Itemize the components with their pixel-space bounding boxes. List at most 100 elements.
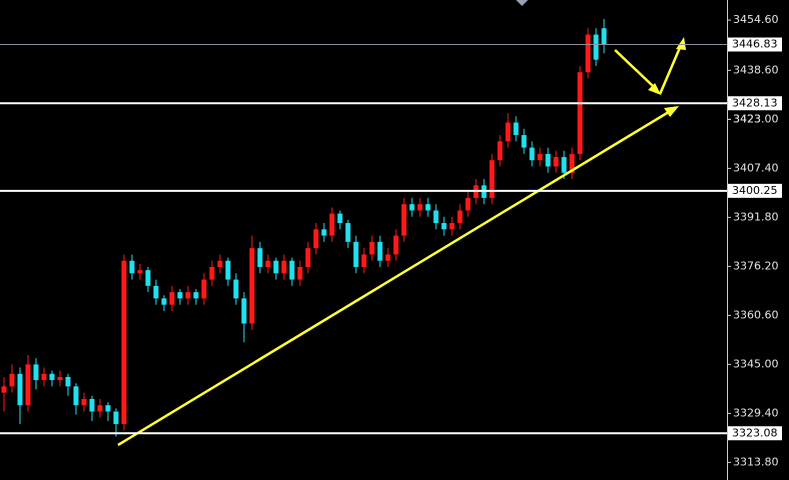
arrow-head <box>648 83 661 95</box>
candle-body <box>201 279 207 299</box>
candle-body <box>81 398 87 406</box>
annotations <box>117 37 686 447</box>
candle-body <box>49 373 55 381</box>
y-tick-label: 3423 <box>733 112 761 125</box>
scroll-marker <box>516 0 528 6</box>
candle-body <box>121 260 127 425</box>
candle-body <box>137 270 143 274</box>
candle-body <box>193 292 199 299</box>
candle-body <box>25 364 31 406</box>
candle-body <box>9 373 15 387</box>
candle-body <box>289 260 295 280</box>
y-tick-label: 3454.60 <box>733 13 779 26</box>
plot-area <box>1 18 607 437</box>
arrow <box>614 49 657 90</box>
candle-body <box>457 210 463 224</box>
arrow <box>658 44 683 95</box>
candle-body <box>113 411 119 425</box>
candle-body <box>321 229 327 236</box>
y-tick-label: 3329.40 <box>733 406 779 419</box>
candle-body <box>217 260 223 268</box>
candle-body <box>417 204 423 211</box>
candle-body <box>561 157 567 173</box>
candle-body <box>489 160 495 198</box>
trend-line <box>117 108 673 447</box>
candle-body <box>441 223 447 230</box>
price-label-box <box>728 96 782 111</box>
candle-body <box>297 267 303 280</box>
candle-body <box>385 254 391 261</box>
candle-body <box>265 260 271 268</box>
candle-body <box>513 122 519 136</box>
candle-body <box>361 254 367 268</box>
arrow-head <box>676 37 686 50</box>
y-tick-label: 3376.20 <box>733 259 779 272</box>
candle-body <box>377 241 383 261</box>
candle-body <box>593 34 599 60</box>
candle-body <box>97 405 103 412</box>
y-tick-label: 3313.80 <box>733 455 779 468</box>
candle-body <box>105 405 111 412</box>
price-label: 3428.13 <box>732 96 778 109</box>
price-label-box <box>728 426 782 441</box>
candle-body <box>345 223 351 242</box>
candle-body <box>177 292 183 299</box>
candle-body <box>329 213 335 236</box>
candle-body <box>313 229 319 249</box>
candle-body <box>1 386 7 393</box>
candle-body <box>89 398 95 412</box>
candle-body <box>169 292 175 305</box>
candle-body <box>17 373 23 406</box>
y-tick-label: 3360.60 <box>733 308 779 321</box>
candle-body <box>305 248 311 268</box>
y-tick-label: 3391.80 <box>733 210 779 223</box>
y-tick-label: 3345.00 <box>733 357 779 370</box>
candle-body <box>233 279 239 299</box>
candle-body <box>433 210 439 224</box>
candle-body <box>537 153 543 161</box>
candle-body <box>601 28 607 45</box>
candle-body <box>465 197 471 211</box>
candle-body <box>185 292 191 299</box>
candle-body <box>497 141 503 161</box>
candle-body <box>153 285 159 299</box>
y-tick-label: 3423.00 <box>733 112 779 125</box>
candle-body <box>337 213 343 224</box>
candle-body <box>409 204 415 211</box>
candle-body <box>225 260 231 280</box>
price-label-box <box>728 37 782 52</box>
candle-body <box>41 373 47 381</box>
candle-body <box>73 386 79 406</box>
candle-body <box>33 364 39 381</box>
candle-body <box>425 204 431 211</box>
y-tick-label: 3438.60 <box>733 63 779 76</box>
candle-body <box>249 248 255 324</box>
candle-body <box>553 157 559 167</box>
candle-body <box>129 260 135 274</box>
candle-body <box>505 122 511 142</box>
candle-body <box>209 267 215 280</box>
price-label: 3400.25 <box>732 184 778 197</box>
candle-body <box>569 153 575 173</box>
candle-body <box>449 223 455 230</box>
candle-body <box>529 147 535 161</box>
candle-body <box>585 34 591 73</box>
price-label: 3446.83 <box>732 38 778 51</box>
arrow-head <box>664 106 679 117</box>
candle-body <box>281 260 287 274</box>
price-label: 3323.08 <box>732 426 778 439</box>
candle-body <box>145 270 151 286</box>
candle-body <box>353 241 359 268</box>
candle-body <box>273 260 279 274</box>
candle-body <box>241 298 247 324</box>
candle-body <box>545 153 551 167</box>
candle-body <box>57 376 63 381</box>
candle-body <box>65 376 71 387</box>
candle-body <box>369 241 375 255</box>
candle-body <box>393 235 399 255</box>
candle-body <box>521 135 527 148</box>
candle-body <box>161 298 167 305</box>
price-label-box <box>728 183 782 198</box>
candle-body <box>577 72 583 154</box>
